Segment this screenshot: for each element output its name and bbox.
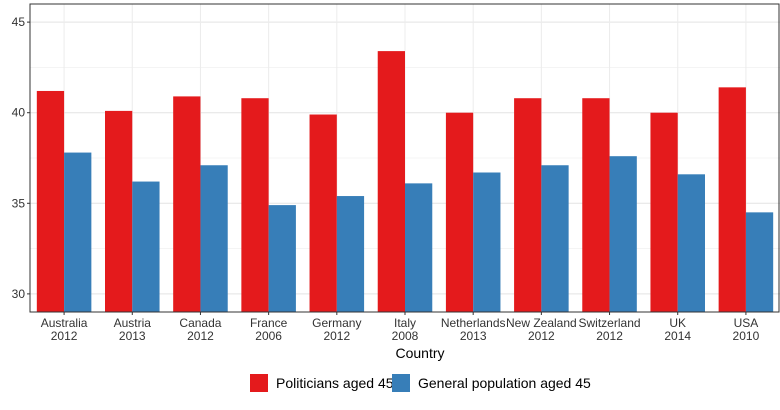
bar-general-population-australia [64, 152, 92, 312]
bar-politicians-austria [105, 110, 133, 312]
bar-general-population-switzerland [609, 156, 637, 312]
bar-politicians-australia [36, 90, 65, 312]
x-tick-label-year: 2013 [460, 329, 487, 343]
x-tick-label-country: Switzerland [579, 316, 641, 330]
x-tick-label: Netherlands 2013 [441, 316, 506, 343]
x-tick-label-country: France [250, 316, 288, 330]
y-tick-label: 45 [12, 15, 26, 29]
legend-label-general-population: General population aged 45 [418, 375, 591, 391]
x-tick-label-year: 2010 [733, 329, 760, 343]
bar-general-population-netherlands [473, 172, 501, 312]
bar-general-population-uk [677, 174, 705, 312]
x-tick-label: Italy 2008 [392, 316, 419, 343]
bar-politicians-usa [718, 87, 746, 312]
x-tick-label: USA 2010 [733, 316, 760, 343]
x-tick-label-country: Australia [41, 316, 88, 330]
x-tick-label-country: UK [669, 316, 686, 330]
bar-politicians-italy [377, 51, 405, 312]
bar-politicians-new-zealand [514, 98, 542, 312]
x-tick-label-country: Netherlands [441, 316, 506, 330]
x-tick-label: Switzerland 2012 [579, 316, 641, 343]
bar-politicians-germany [309, 114, 337, 313]
x-axis-title: Country [395, 345, 444, 361]
legend-swatch-general-population [392, 374, 410, 392]
legend-label-politicians: Politicians aged 45 [276, 375, 394, 391]
bar-politicians-france [241, 98, 269, 312]
x-tick-label: New Zealand 2012 [506, 316, 577, 343]
x-tick-label: Canada 2012 [179, 316, 221, 343]
bar-general-population-germany [336, 196, 365, 312]
bar-politicians-canada [173, 96, 201, 313]
x-tick-label-year: 2012 [187, 329, 214, 343]
x-tick-label-year: 2012 [323, 329, 350, 343]
x-tick-label-country: Italy [394, 316, 416, 330]
bar-politicians-uk [650, 112, 678, 313]
x-tick-label-year: 2006 [255, 329, 282, 343]
x-tick-label-country: USA [734, 316, 759, 330]
x-tick-label: France 2006 [250, 316, 288, 343]
x-tick-label-country: Germany [312, 316, 361, 330]
plot-border [29, 3, 780, 313]
bars [36, 51, 774, 313]
x-tick-label-country: New Zealand [506, 316, 577, 330]
legend: Politicians aged 45 General population ag… [250, 374, 591, 392]
bar-politicians-switzerland [582, 98, 610, 312]
x-tick-label: UK 2014 [664, 316, 691, 343]
x-tick-label-year: 2008 [392, 329, 419, 343]
bar-general-population-france [268, 205, 296, 312]
bar-general-population-canada [200, 165, 228, 312]
x-tick-label-country: Austria [114, 316, 152, 330]
y-tick-label: 30 [12, 287, 26, 301]
y-tick-label: 40 [12, 106, 26, 120]
bar-politicians-netherlands [445, 112, 474, 313]
bar-general-population-austria [132, 181, 160, 312]
x-tick-label-year: 2012 [528, 329, 555, 343]
x-tick-label: Australia 2012 [41, 316, 88, 343]
x-tick-label-year: 2012 [596, 329, 623, 343]
x-tick-label-year: 2013 [119, 329, 146, 343]
x-tick-label-year: 2014 [664, 329, 691, 343]
bar-general-population-usa [745, 212, 774, 312]
legend-swatch-politicians [250, 374, 268, 392]
x-tick-label: Germany 2012 [312, 316, 361, 343]
x-tick-label: Austria 2013 [114, 316, 152, 343]
x-tick-label-year: 2012 [51, 329, 78, 343]
bar-general-population-new-zealand [541, 165, 569, 312]
y-tick-label: 35 [12, 196, 26, 210]
x-tick-label-country: Canada [179, 316, 221, 330]
bar-general-population-italy [405, 183, 433, 312]
